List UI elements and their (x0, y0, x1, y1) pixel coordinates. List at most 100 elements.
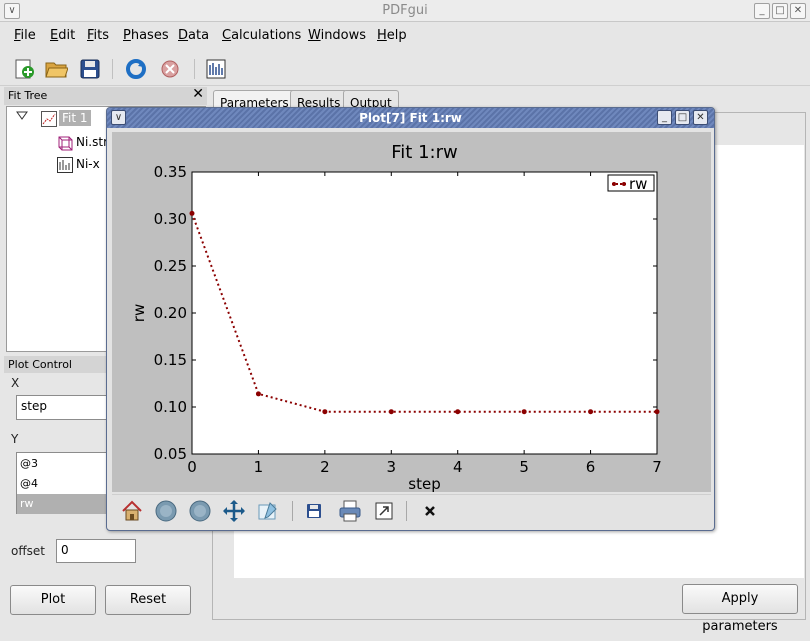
close-icon[interactable]: ✕ (192, 86, 204, 102)
y-axis-label: rw (130, 304, 148, 322)
x-label: X (11, 376, 20, 390)
legend-box (607, 174, 655, 192)
tree-node-phase[interactable]: Ni.stru (76, 135, 116, 149)
home-icon[interactable] (120, 499, 144, 523)
open-folder-icon[interactable] (44, 57, 69, 81)
reset-button[interactable]: Reset (105, 585, 191, 615)
data-point (654, 409, 660, 415)
export-icon[interactable] (372, 499, 396, 523)
x-select[interactable]: step (16, 395, 108, 420)
data-point (455, 409, 461, 415)
y-tick-label: 0.20 (154, 304, 187, 322)
plot-window-titlebar[interactable]: ∨ Plot[7] Fit 1:rw _ □ ✕ (107, 108, 714, 128)
x-tick-label: 7 (652, 458, 662, 476)
fit-icon (41, 111, 57, 130)
x-tick-label: 6 (586, 458, 596, 476)
tab-parameters[interactable]: Parameters (213, 90, 296, 112)
menubar: File Edit Fits Phases Data Calculations … (0, 24, 810, 50)
maximize-button[interactable]: □ (772, 3, 788, 19)
plot-window-title: Plot[7] Fit 1:rw (359, 111, 462, 125)
chart-title: Fit 1:rw (391, 142, 457, 163)
menu-edit[interactable]: Edit (50, 28, 76, 43)
data-point (388, 409, 394, 415)
offset-value: 0 (61, 543, 69, 557)
y-list-item[interactable]: @4 (20, 477, 38, 490)
new-fit-icon[interactable] (12, 57, 36, 81)
legend-marker (622, 182, 626, 186)
tab-output[interactable]: Output (343, 90, 399, 112)
fit-tree-header: Fit Tree ✕ (4, 86, 207, 105)
plot-window: ∨ Plot[7] Fit 1:rw _ □ ✕ Fit 1:rw step rw 0… (106, 107, 715, 531)
x-axis-label: step (408, 475, 440, 492)
back-icon[interactable] (154, 499, 178, 523)
tree-node-dataset[interactable]: Ni-x (76, 157, 100, 171)
toolbar-separator (292, 501, 293, 521)
x-tick-label: 3 (387, 458, 397, 476)
y-label: Y (11, 432, 19, 446)
data-point (189, 210, 195, 216)
expand-arrow-icon[interactable] (16, 110, 28, 124)
run-icon[interactable] (124, 57, 148, 81)
fit-tree-title: Fit Tree (8, 89, 48, 102)
legend-marker (612, 182, 616, 186)
menu-windows[interactable]: Windows (308, 28, 367, 43)
x-tick-label: 1 (254, 458, 264, 476)
data-point (322, 409, 328, 415)
print-icon[interactable] (338, 499, 362, 523)
x-tick-label: 2 (320, 458, 330, 476)
plot-control-header: Plot Control (4, 356, 114, 373)
y-tick-label: 0.10 (154, 398, 187, 416)
close-button[interactable]: ✕ (693, 110, 708, 125)
y-tick-label: 0.35 (154, 163, 187, 181)
menu-help[interactable]: Help (377, 28, 407, 43)
chart[interactable]: Fit 1:rw step rw 0 1 2 3 4 5 6 7 0.05 0.10 0.15 0.20 0.… (112, 132, 711, 493)
save-icon[interactable] (78, 57, 102, 81)
structure-icon (57, 135, 73, 154)
toolbar-separator (406, 501, 407, 521)
menu-phases[interactable]: Phases (123, 28, 169, 43)
configure-subplots-icon[interactable] (256, 499, 280, 523)
y-tick-label: 0.15 (154, 351, 187, 369)
plot-canvas-area: Fit 1:rw step rw 0 1 2 3 4 5 6 7 0.05 0.10 0.15 0.20 0.… (112, 132, 711, 493)
y-tick-label: 0.25 (154, 257, 187, 275)
data-point (255, 391, 261, 397)
minimize-button[interactable]: _ (657, 110, 672, 125)
apply-parameters-button[interactable]: Apply parameters (682, 584, 798, 634)
plot-icon[interactable] (204, 57, 228, 81)
menu-calculations[interactable]: Calculations (222, 28, 302, 43)
forward-icon[interactable] (188, 499, 212, 523)
tab-results[interactable]: Results (290, 90, 348, 112)
pan-icon[interactable] (222, 499, 246, 523)
y-tick-label: 0.30 (154, 210, 187, 228)
plot-button[interactable]: Plot (10, 585, 96, 615)
data-point (521, 409, 527, 415)
y-list-item[interactable]: rw (17, 494, 107, 514)
collapse-icon[interactable]: ∨ (111, 110, 126, 125)
menu-data[interactable]: Data (178, 28, 210, 43)
menu-file[interactable]: File (14, 28, 36, 43)
toolbar-separator (112, 59, 113, 79)
window-title: PDFgui (382, 3, 428, 18)
collapse-icon[interactable]: ∨ (4, 3, 20, 19)
y-list[interactable]: @3 @4 rw (16, 452, 108, 514)
x-tick-label: 5 (519, 458, 529, 476)
main-titlebar: ∨ PDFgui _ □ ✕ (0, 0, 810, 22)
series-line-rw (191, 213, 657, 413)
plot-toolbar (112, 494, 711, 526)
close-plot-icon[interactable] (418, 499, 442, 523)
x-tick-label: 4 (453, 458, 463, 476)
save-figure-icon[interactable] (302, 499, 326, 523)
tree-node-fit[interactable]: Fit 1 (59, 110, 91, 126)
y-list-item[interactable]: @3 (20, 457, 38, 470)
menu-fits[interactable]: Fits (87, 28, 110, 43)
close-button[interactable]: ✕ (790, 3, 806, 19)
data-point (588, 409, 594, 415)
minimize-button[interactable]: _ (754, 3, 770, 19)
offset-input[interactable]: 0 (56, 539, 136, 563)
offset-label: offset (11, 544, 45, 558)
stop-icon[interactable] (158, 57, 182, 81)
plot-axes-frame (191, 171, 658, 455)
toolbar-separator (194, 59, 195, 79)
y-tick-label: 0.05 (154, 445, 187, 463)
maximize-button[interactable]: □ (675, 110, 690, 125)
